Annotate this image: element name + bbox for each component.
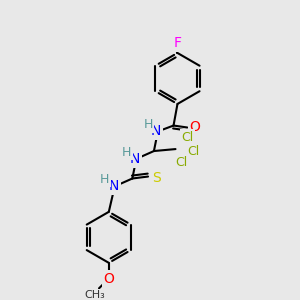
Text: S: S (152, 172, 161, 185)
Text: H: H (143, 118, 153, 131)
Text: Cl: Cl (175, 156, 188, 169)
Text: F: F (173, 36, 181, 50)
Text: O: O (103, 272, 114, 286)
Text: N: N (109, 179, 119, 193)
Text: H: H (100, 173, 110, 186)
Text: H: H (122, 146, 131, 158)
Text: O: O (190, 121, 201, 134)
Text: N: N (151, 124, 161, 138)
Text: Cl: Cl (181, 131, 194, 144)
Text: CH₃: CH₃ (85, 290, 106, 300)
Text: Cl: Cl (187, 145, 199, 158)
Text: N: N (130, 152, 140, 166)
